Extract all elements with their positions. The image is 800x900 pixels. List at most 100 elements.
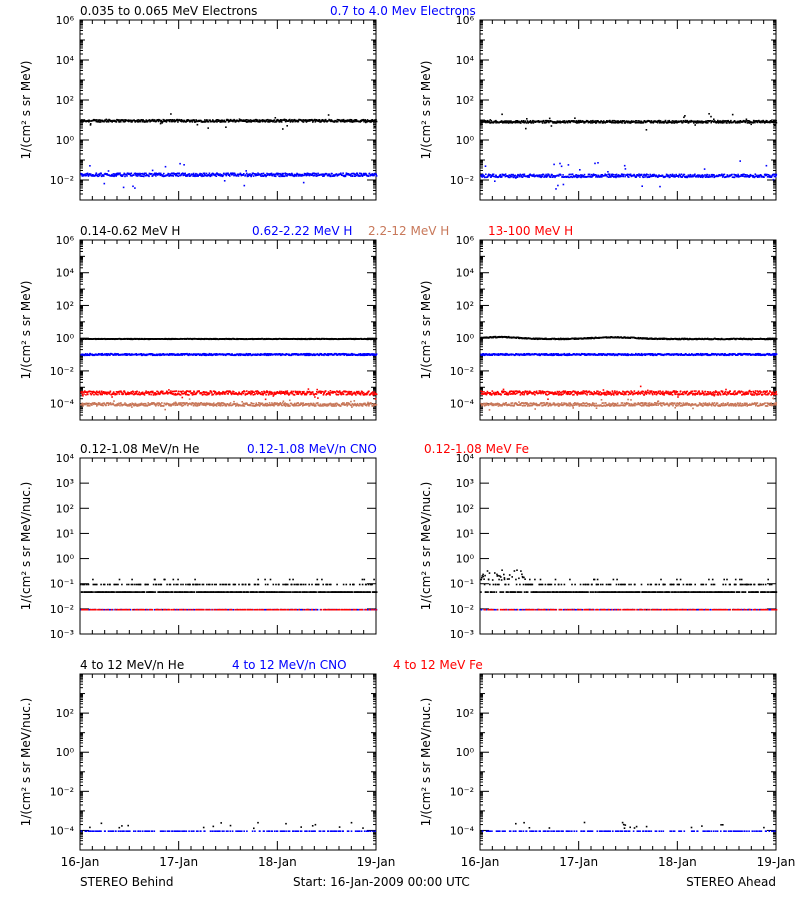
data-point bbox=[98, 121, 100, 123]
data-point bbox=[507, 176, 510, 179]
data-point bbox=[774, 175, 777, 178]
data-point bbox=[297, 119, 299, 122]
data-point bbox=[692, 120, 694, 122]
data-point bbox=[261, 173, 263, 175]
data-point bbox=[231, 172, 234, 174]
data-point bbox=[195, 175, 198, 177]
data-point bbox=[230, 354, 233, 356]
data-point bbox=[517, 121, 519, 124]
data-point bbox=[578, 175, 581, 177]
data-point bbox=[308, 352, 310, 355]
data-point bbox=[87, 120, 89, 123]
data-point bbox=[726, 174, 729, 176]
data-point bbox=[299, 403, 302, 405]
data-point bbox=[86, 174, 89, 176]
data-point bbox=[95, 393, 98, 396]
data-point bbox=[98, 403, 100, 406]
data-point bbox=[687, 121, 690, 124]
data-point bbox=[214, 174, 217, 177]
data-point bbox=[292, 404, 294, 406]
data-point bbox=[617, 174, 620, 176]
data-point bbox=[695, 176, 697, 178]
data-point bbox=[303, 172, 306, 175]
data-point bbox=[120, 402, 122, 404]
data-point bbox=[293, 173, 296, 176]
data-point bbox=[766, 173, 768, 176]
data-point bbox=[240, 119, 242, 121]
data-point bbox=[720, 121, 723, 124]
data-point bbox=[196, 404, 199, 407]
data-point bbox=[279, 353, 282, 355]
data-point bbox=[109, 402, 112, 404]
data-point bbox=[131, 120, 133, 122]
data-point bbox=[753, 176, 756, 179]
data-point bbox=[208, 172, 211, 175]
data-point bbox=[144, 402, 147, 405]
data-point bbox=[512, 176, 515, 179]
data-point bbox=[752, 119, 755, 122]
data-point bbox=[322, 175, 324, 177]
data-point bbox=[220, 402, 223, 404]
data-point bbox=[287, 403, 290, 406]
data-point bbox=[287, 338, 290, 340]
data-point bbox=[375, 337, 378, 340]
data-point bbox=[182, 404, 185, 407]
data-point bbox=[168, 119, 170, 121]
data-point bbox=[91, 392, 94, 395]
data-point bbox=[495, 122, 497, 124]
data-point bbox=[707, 121, 709, 124]
data-point bbox=[763, 173, 766, 176]
data-point bbox=[619, 174, 621, 177]
data-point bbox=[212, 173, 215, 175]
data-point bbox=[601, 176, 603, 178]
data-point bbox=[490, 120, 493, 122]
data-point bbox=[211, 403, 214, 405]
data-point bbox=[167, 403, 170, 405]
data-point bbox=[101, 352, 104, 355]
data-point bbox=[610, 176, 612, 178]
data-point bbox=[82, 391, 85, 394]
data-point bbox=[271, 402, 273, 404]
data-point bbox=[159, 403, 162, 405]
data-point bbox=[492, 175, 494, 177]
data-point bbox=[303, 174, 305, 177]
data-point bbox=[613, 175, 616, 178]
data-point bbox=[304, 354, 307, 356]
data-point bbox=[155, 405, 157, 407]
data-point bbox=[744, 121, 747, 124]
data-point bbox=[615, 176, 617, 179]
data-point bbox=[610, 120, 612, 123]
data-point bbox=[599, 121, 601, 124]
data-point bbox=[624, 168, 627, 170]
data-point bbox=[685, 121, 688, 123]
data-point bbox=[118, 403, 121, 405]
data-point bbox=[105, 353, 108, 355]
data-point bbox=[280, 354, 283, 356]
data-point bbox=[304, 120, 306, 122]
data-point bbox=[312, 404, 314, 406]
data-point bbox=[128, 403, 130, 406]
data-point bbox=[717, 120, 719, 123]
data-point bbox=[572, 175, 575, 177]
data-point bbox=[205, 172, 208, 175]
data-point bbox=[100, 353, 103, 355]
data-point bbox=[237, 354, 240, 357]
data-point bbox=[587, 173, 590, 176]
data-point bbox=[130, 121, 132, 123]
data-point bbox=[106, 120, 108, 123]
data-point bbox=[754, 121, 756, 124]
data-point bbox=[617, 175, 619, 177]
series-points bbox=[480, 113, 778, 190]
data-point bbox=[297, 120, 300, 123]
data-point bbox=[342, 120, 344, 123]
data-point bbox=[204, 353, 207, 355]
data-point bbox=[541, 122, 544, 124]
data-point bbox=[319, 352, 321, 355]
data-point bbox=[373, 403, 375, 405]
data-point bbox=[557, 184, 559, 187]
data-point bbox=[329, 402, 332, 405]
data-point bbox=[154, 173, 157, 176]
data-point bbox=[351, 353, 354, 355]
data-point bbox=[624, 175, 626, 178]
data-point bbox=[95, 120, 98, 123]
